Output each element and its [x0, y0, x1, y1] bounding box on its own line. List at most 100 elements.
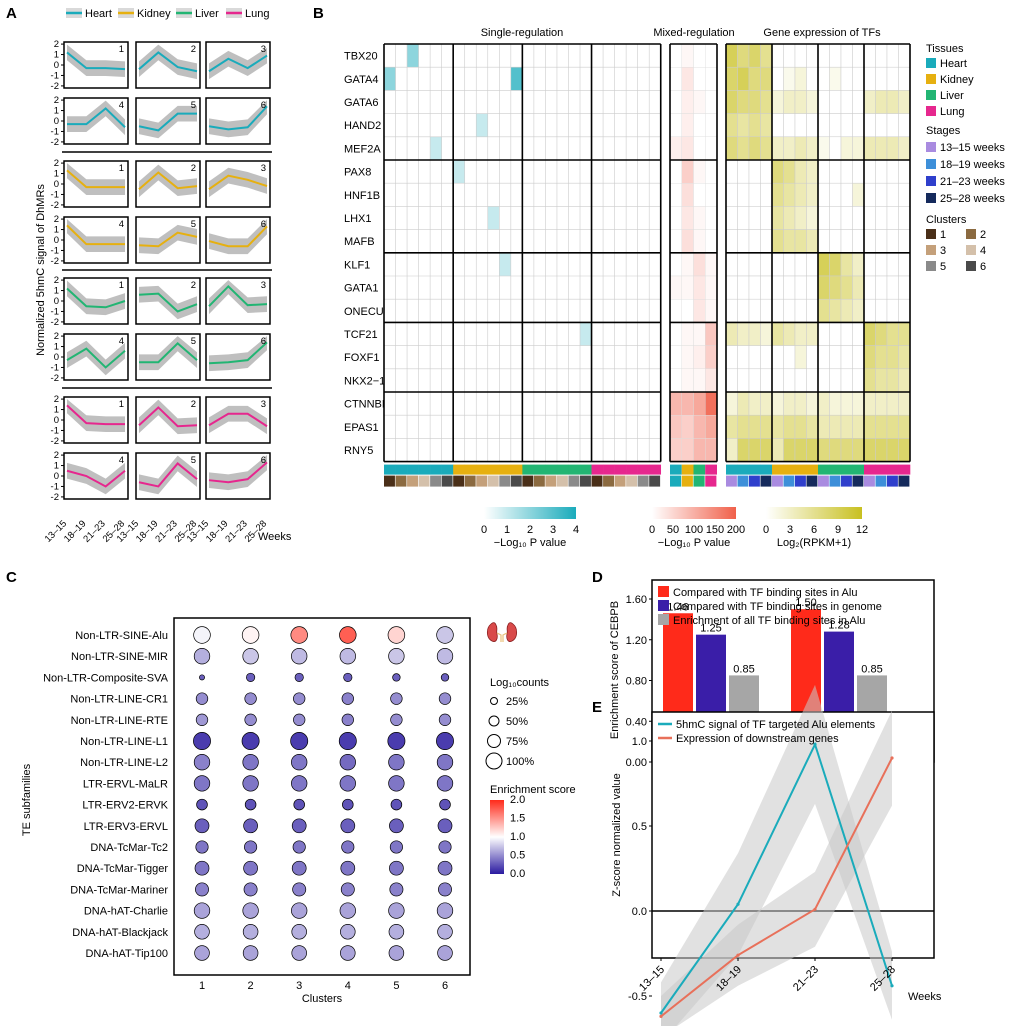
enrichment-dot — [292, 882, 307, 897]
bar-value-label: 1.46 — [667, 601, 688, 613]
expression-cell — [806, 391, 819, 416]
series-line — [139, 342, 198, 364]
row-label: HAND2 — [344, 120, 381, 132]
mixed-reg-cell — [693, 345, 706, 370]
panel-label-c: C — [6, 569, 17, 586]
expression-cell — [760, 438, 773, 462]
enrichment-dot — [199, 674, 205, 681]
expression-cell — [898, 229, 911, 254]
cluster-annotation — [522, 475, 534, 487]
expression-cell — [771, 252, 784, 277]
mixed-reg-cell — [693, 438, 706, 462]
expression-cell — [783, 229, 796, 254]
legend-label: Compared with TF binding sites in Alu — [673, 587, 857, 599]
single-reg-cell — [499, 252, 511, 276]
confidence-band — [67, 44, 125, 78]
expression-cell — [875, 275, 888, 300]
te-row-label: Non-LTR-SINE-Alu — [75, 630, 168, 642]
series-line — [208, 284, 268, 307]
expression-cell — [852, 159, 865, 184]
cluster-number: 3 — [261, 399, 266, 410]
stage-annotation — [806, 475, 818, 487]
expression-cell — [806, 182, 819, 207]
cluster-number: 6 — [261, 219, 266, 230]
expression-cell — [783, 368, 796, 393]
expression-cell — [898, 252, 911, 277]
expression-cell — [806, 414, 819, 439]
legend-title-tissues: Tissues — [926, 43, 964, 55]
bar-value-label: 1.25 — [700, 623, 721, 635]
stage-annotation — [841, 475, 852, 487]
confidence-band — [67, 280, 125, 316]
enrichment-dot — [291, 902, 308, 919]
expression-cell — [737, 391, 750, 416]
expression-cell — [829, 391, 842, 416]
expression-cell — [829, 252, 842, 277]
enrichment-dot — [193, 775, 211, 792]
expression-cell — [748, 43, 761, 68]
expression-cell — [886, 182, 899, 207]
y-tick-label: 0.0 — [632, 906, 647, 918]
stage-legend-label: 13–15 weeks — [940, 142, 1005, 154]
te-row-label: DNA-TcMar-Tigger — [77, 863, 169, 875]
expression-cell — [806, 322, 819, 346]
expression-cell — [794, 368, 807, 393]
subplot-frame — [135, 452, 201, 500]
expression-cell — [863, 90, 876, 114]
stage-legend-label: 18–19 weeks — [940, 159, 1005, 171]
expression-cell — [748, 298, 761, 323]
expression-cell — [863, 298, 876, 323]
enrichment-dot — [388, 775, 405, 792]
stage-annotation — [737, 475, 749, 487]
expression-cell — [817, 182, 830, 207]
colorbar-label: −Log₁₀ P value — [658, 537, 731, 549]
data-point — [736, 953, 740, 957]
expression-cell — [886, 113, 899, 138]
expression-cell — [806, 159, 819, 184]
colorbar-tick: 3 — [550, 524, 556, 536]
y-tick-label: 0 — [54, 296, 59, 307]
cluster-number: 1 — [119, 399, 124, 410]
expression-cell — [863, 182, 876, 207]
cluster-number: 2 — [191, 44, 196, 55]
expression-cell — [840, 252, 853, 277]
enrichment-dot — [293, 798, 305, 811]
expression-cell — [794, 159, 807, 184]
enrichment-dot — [242, 902, 259, 919]
expression-cell — [771, 391, 784, 416]
mixed-reg-cell — [681, 438, 694, 462]
enrichment-dot — [390, 798, 403, 811]
enrichment-dot — [340, 818, 356, 834]
expression-cell — [725, 275, 738, 300]
confidence-band — [67, 100, 125, 136]
y-tick-label: 2 — [54, 39, 59, 50]
series-line — [208, 54, 268, 73]
cluster-legend-label: 2 — [980, 229, 986, 241]
y-tick-label: 0 — [54, 179, 59, 190]
enrichment-dot — [243, 860, 258, 876]
size-legend-label: 25% — [506, 696, 528, 708]
size-legend-circle — [490, 697, 498, 705]
enrichment-dot — [340, 882, 355, 897]
series-line — [66, 287, 126, 309]
cluster-annotation — [487, 475, 499, 487]
stage-legend-swatch — [926, 159, 936, 169]
expression-cell — [794, 182, 807, 207]
cluster-annotation — [464, 475, 476, 487]
expression-cell — [817, 322, 830, 346]
expression-cell — [898, 159, 911, 184]
legend-label: Kidney — [137, 8, 171, 20]
expression-cell — [898, 391, 911, 416]
expression-cell — [829, 368, 842, 393]
expression-cell — [806, 345, 819, 370]
subplot-frame — [135, 277, 201, 325]
y-tick-label: -1 — [51, 189, 59, 200]
stage-annotation — [852, 475, 864, 487]
expression-cell — [725, 345, 738, 370]
expression-cell — [840, 159, 853, 184]
cluster-annotation — [591, 475, 603, 487]
expression-cell — [794, 66, 807, 91]
tissue-annotation — [591, 464, 604, 475]
tissue-annotation — [783, 464, 796, 475]
expression-cell — [748, 414, 761, 439]
